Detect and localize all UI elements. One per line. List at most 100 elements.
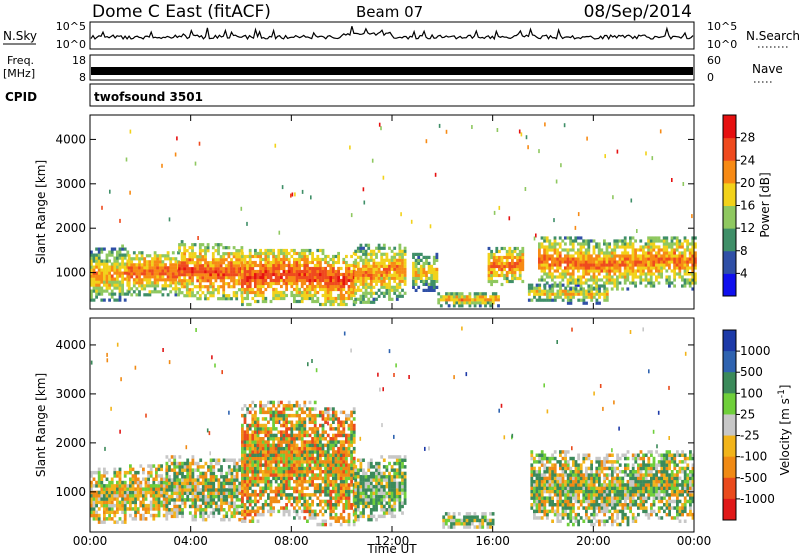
power-cell: [508, 216, 511, 221]
velocity-cell: [295, 476, 299, 481]
power-cell: [235, 294, 239, 298]
velocity-cell: [274, 433, 278, 438]
power-cell: [354, 273, 358, 277]
power-cell: [103, 298, 106, 302]
power-cell: [540, 242, 544, 246]
velocity-cell: [214, 504, 218, 509]
power-cell: [543, 269, 546, 273]
velocity-cell: [303, 440, 307, 444]
power-cell: [217, 258, 220, 262]
power-cell: [412, 270, 415, 274]
velocity-cell: [298, 466, 301, 471]
velocity-cell: [298, 470, 301, 474]
power-cell: [303, 296, 307, 301]
velocity-cell: [277, 417, 281, 421]
velocity-cell: [326, 453, 330, 457]
velocity-cell: [188, 471, 192, 476]
velocity-cell: [332, 466, 335, 471]
power-cell: [380, 270, 384, 274]
power-cell: [584, 281, 588, 285]
power-cell: [548, 269, 552, 273]
velocity-cell: [354, 491, 358, 495]
power-cell: [595, 263, 598, 267]
power-cell: [382, 273, 386, 277]
velocity-cell: [280, 489, 283, 494]
noise-panel: N.Sky 10^5 10^0 10^5 10^0 N.Search: [3, 20, 800, 51]
power-cell: [518, 249, 522, 254]
power-cell: [95, 247, 98, 251]
velocity-cell: [131, 500, 135, 505]
power-cell: [511, 273, 514, 278]
power-cell: [198, 273, 202, 277]
power-cell: [332, 284, 335, 289]
velocity-cell: [259, 430, 262, 434]
velocity-cell: [300, 433, 304, 438]
power-cell: [629, 254, 632, 258]
velocity-cell: [329, 479, 333, 484]
velocity-cell: [345, 496, 348, 500]
power-cell: [623, 260, 627, 264]
power-cell: [419, 276, 423, 280]
power-cell: [639, 260, 643, 264]
power-cell: [313, 278, 317, 283]
velocity-cell: [246, 410, 249, 415]
power-cell: [688, 260, 692, 264]
velocity-cell: [116, 470, 119, 475]
velocity-cell: [110, 487, 114, 491]
velocity-cell: [308, 433, 312, 438]
power-cell: [95, 292, 98, 296]
power-cell: [471, 298, 474, 302]
power-cell: [285, 281, 288, 286]
velocity-cell: [100, 494, 104, 498]
power-cell: [256, 278, 260, 283]
power-cell: [634, 263, 637, 267]
power-cell: [670, 260, 674, 264]
power-cell: [196, 258, 200, 262]
power-cell: [644, 266, 648, 270]
power-cell: [493, 210, 496, 215]
power-cell: [135, 281, 139, 285]
power-cell: [527, 283, 531, 287]
power-cell: [222, 255, 226, 259]
velocity-cell: [282, 512, 286, 517]
velocity-cell: [230, 458, 234, 462]
power-cell: [246, 263, 249, 268]
velocity-cell: [287, 433, 291, 438]
velocity-cell: [256, 437, 260, 441]
velocity-cell: [332, 506, 335, 510]
velocity-cell: [225, 471, 229, 476]
power-cell: [487, 246, 491, 251]
velocity-cell: [326, 483, 330, 487]
power-cell: [412, 273, 415, 277]
velocity-cell: [183, 475, 187, 479]
power-cell: [388, 258, 391, 262]
velocity-cell: [356, 501, 360, 505]
power-cell: [204, 267, 207, 271]
power-cell: [691, 266, 695, 270]
power-cell: [109, 189, 111, 194]
power-cell: [561, 269, 565, 273]
velocity-cell: [227, 458, 231, 462]
power-cell: [92, 277, 96, 281]
power-cell: [551, 254, 554, 258]
velocity-cell: [212, 471, 216, 476]
power-cell: [597, 284, 601, 288]
power-cell: [298, 263, 301, 268]
power-cell: [393, 261, 397, 265]
velocity-cell: [194, 498, 197, 502]
power-cell: [673, 284, 676, 288]
power-cell: [178, 267, 181, 271]
power-cell: [356, 270, 360, 274]
power-cell: [156, 272, 160, 276]
power-cell: [248, 257, 252, 262]
power-cell: [345, 263, 348, 268]
velocity-cell: [303, 486, 307, 490]
power-cell: [308, 260, 312, 265]
power-cell: [540, 275, 544, 279]
power-cell: [516, 255, 519, 260]
power-cell: [566, 260, 570, 264]
power-cell: [116, 256, 119, 260]
power-cell: [398, 258, 402, 262]
power-cell: [639, 263, 643, 267]
power-cell: [100, 247, 104, 251]
